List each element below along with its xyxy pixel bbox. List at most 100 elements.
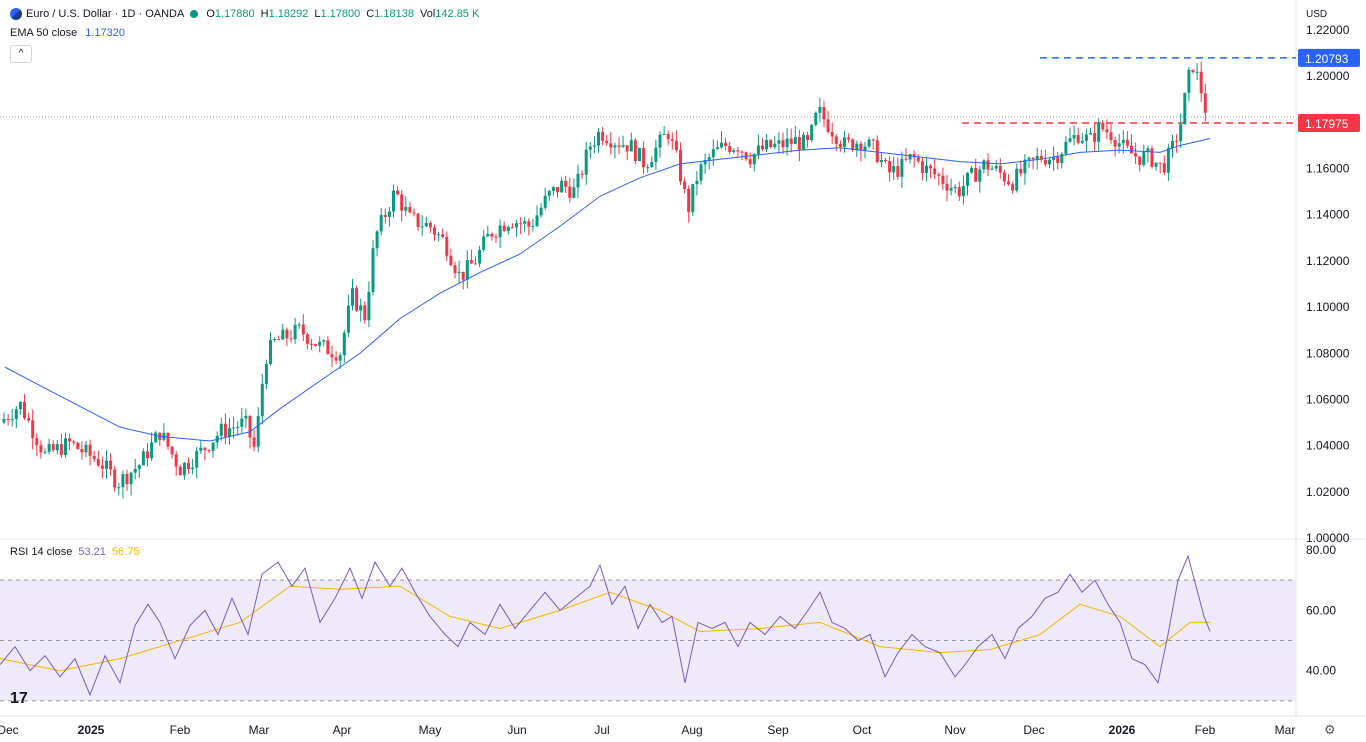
time-tick-label: Jun	[507, 723, 526, 737]
candle-body	[228, 428, 231, 437]
candle-body	[588, 146, 592, 150]
candle-body	[10, 419, 14, 421]
candle-body	[338, 355, 342, 361]
candle-body	[621, 145, 625, 147]
time-tick-label: Oct	[853, 723, 872, 737]
gear-icon[interactable]: ⚙	[1324, 722, 1336, 737]
candle-body	[851, 139, 855, 151]
candle-body	[539, 207, 543, 216]
high-value: 1.18292	[268, 8, 309, 20]
candle-body	[1166, 147, 1170, 173]
candle-body	[269, 339, 272, 364]
candle-body	[1031, 157, 1035, 160]
candle-body	[982, 160, 986, 170]
candle-body	[137, 465, 141, 469]
candle-body	[141, 451, 145, 466]
candle-body	[1007, 181, 1010, 185]
rsi-legend[interactable]: RSI 14 close 53.21 56.75	[10, 546, 139, 558]
candle-body	[826, 119, 830, 132]
candle-body	[970, 167, 974, 173]
price-tick-label: 1.16000	[1306, 162, 1350, 176]
rsi-ma-line	[0, 585, 1210, 672]
candle-body	[469, 260, 473, 264]
time-tick-label: Nov	[944, 723, 965, 737]
rsi-tick-label: 40.00	[1306, 664, 1336, 678]
candle-body	[1162, 163, 1166, 173]
candle-body	[515, 223, 518, 228]
candle-body	[195, 450, 199, 468]
candle-body	[326, 340, 330, 355]
candle-body	[80, 449, 84, 453]
candle-body	[888, 160, 892, 173]
candle-body	[625, 145, 629, 152]
close-value: 1.18138	[374, 8, 414, 20]
candle-body	[728, 146, 732, 152]
candle-body	[121, 474, 125, 488]
price-tick-label: 1.20000	[1306, 69, 1350, 83]
candle-body	[527, 221, 531, 227]
candle-body	[551, 187, 555, 191]
candle-body	[519, 223, 523, 225]
candle-body	[1052, 156, 1056, 160]
candle-body	[318, 341, 322, 346]
candle-body	[687, 188, 691, 213]
candle-body	[1117, 143, 1121, 147]
volume-label: Vol	[419, 8, 436, 20]
tradingview-logo[interactable]: 17	[10, 690, 28, 707]
candle-body	[285, 329, 289, 339]
candle-body	[658, 134, 662, 148]
candle-body	[211, 442, 215, 451]
candle-body	[613, 145, 617, 148]
candle-body	[64, 438, 67, 456]
candle-body	[666, 134, 670, 140]
candle-body	[957, 187, 961, 197]
candle-body	[781, 140, 785, 148]
ema-legend[interactable]: EMA 50 close 1.17320	[10, 27, 125, 39]
candle-body	[580, 173, 584, 175]
candle-body	[597, 132, 600, 146]
candle-body	[281, 329, 285, 340]
candle-body	[785, 138, 789, 148]
candle-body	[244, 415, 248, 419]
candle-body	[769, 139, 773, 148]
candle-body	[568, 186, 572, 198]
candle-body	[818, 107, 822, 113]
candle-body	[314, 344, 318, 346]
collapse-legend-button[interactable]: ^	[10, 45, 32, 63]
candle-body	[752, 154, 756, 165]
candle-body	[240, 418, 244, 427]
candle-body	[117, 487, 121, 489]
open-label: O	[206, 8, 215, 20]
candle-body	[441, 234, 445, 237]
symbol-title[interactable]: Euro / U.S. Dollar · 1D · OANDA	[26, 8, 185, 20]
candle-body	[453, 265, 457, 274]
candle-body	[100, 465, 104, 469]
ema-50-line	[4, 138, 1211, 442]
candle-body	[674, 140, 678, 151]
candle-body	[584, 149, 588, 175]
candle-body	[1015, 168, 1019, 191]
price-level-badge	[1298, 48, 1360, 67]
candle-body	[1060, 153, 1064, 163]
candle-body	[605, 140, 609, 144]
candle-body	[482, 236, 486, 251]
candle-body	[1171, 141, 1174, 148]
candle-body	[904, 158, 908, 160]
candle-body	[39, 445, 43, 453]
currency-button[interactable]: USD	[1300, 6, 1362, 24]
time-tick-label: Aug	[681, 723, 702, 737]
candle-body	[847, 137, 851, 140]
candle-body	[424, 222, 428, 227]
candle-body	[773, 143, 777, 148]
candle-body	[547, 190, 551, 196]
candle-body	[1064, 141, 1068, 154]
time-tick-label: Dec	[1023, 723, 1044, 737]
candle-body	[1130, 145, 1133, 154]
time-tick-label: Dec	[0, 723, 19, 737]
candle-body	[523, 221, 527, 224]
time-tick-label: Sep	[767, 723, 789, 737]
candle-body	[445, 236, 449, 256]
candle-body	[55, 444, 59, 451]
close-label: C	[366, 8, 375, 20]
